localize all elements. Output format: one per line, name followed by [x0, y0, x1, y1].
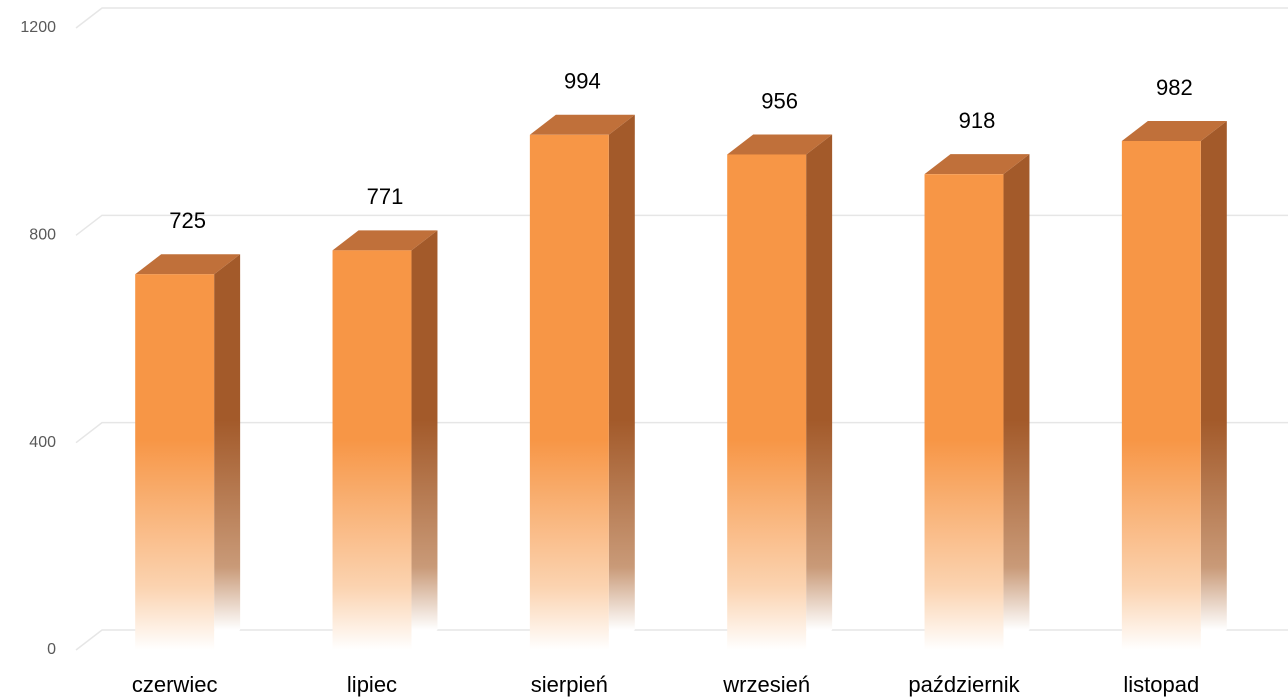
value-label: 918 — [959, 108, 996, 133]
x-tick-label: sierpień — [531, 672, 608, 697]
bar-side — [214, 254, 241, 651]
y-tick-label: 800 — [29, 227, 56, 244]
bar — [529, 134, 609, 650]
bar-top — [1121, 120, 1227, 141]
value-label: 771 — [367, 184, 404, 209]
bar-side — [1003, 154, 1030, 651]
bar-side — [1200, 120, 1227, 651]
bar-top — [727, 134, 833, 155]
y-tick-label: 400 — [29, 434, 56, 451]
bar — [727, 154, 807, 650]
bar-top — [135, 254, 241, 275]
grid-line — [75, 7, 1288, 29]
grid-line — [75, 629, 1288, 651]
bar-side — [608, 114, 635, 650]
bar-top — [924, 154, 1030, 175]
bar — [1121, 140, 1201, 650]
bar-top — [529, 114, 635, 135]
x-tick-label: lipiec — [347, 672, 397, 697]
y-tick-label: 1200 — [20, 19, 56, 36]
value-label: 994 — [564, 69, 601, 94]
y-tick-label: 0 — [47, 641, 56, 658]
bar-side — [411, 230, 438, 651]
bar-top — [332, 230, 438, 251]
x-tick-label: listopad — [1123, 672, 1199, 697]
x-tick-label: wrzesień — [722, 672, 810, 697]
grid-line — [75, 214, 1288, 236]
x-tick-label: październik — [908, 672, 1020, 697]
grid-line — [75, 421, 1288, 444]
x-tick-label: czerwiec — [132, 672, 218, 697]
value-label: 725 — [169, 208, 206, 233]
bar-side — [806, 134, 833, 650]
value-label: 956 — [761, 88, 798, 113]
value-label: 982 — [1156, 75, 1193, 100]
bar — [924, 174, 1004, 651]
bar — [332, 250, 412, 651]
bar — [135, 274, 215, 650]
